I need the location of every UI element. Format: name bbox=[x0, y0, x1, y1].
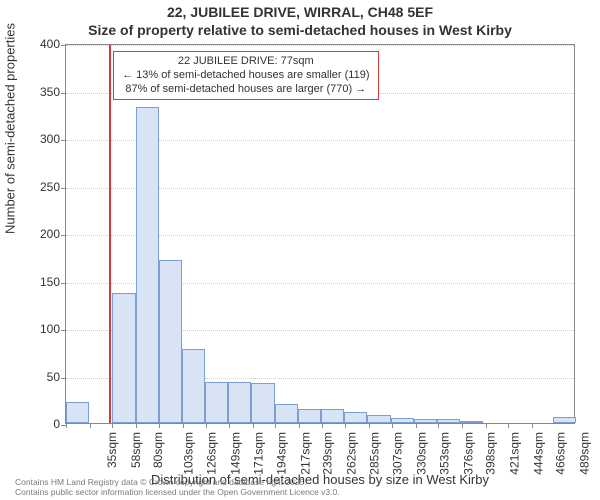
ytick bbox=[61, 140, 66, 141]
marker-line bbox=[109, 45, 111, 423]
histogram-bar bbox=[344, 412, 367, 423]
histogram-bar bbox=[159, 260, 182, 423]
ytick bbox=[61, 45, 66, 46]
ytick bbox=[61, 378, 66, 379]
ytick-label: 350 bbox=[10, 85, 60, 99]
ytick-label: 200 bbox=[10, 227, 60, 241]
xtick bbox=[183, 423, 184, 428]
xtick bbox=[66, 423, 67, 428]
footer: Contains HM Land Registry data © Crown c… bbox=[15, 478, 340, 498]
ytick-label: 300 bbox=[10, 132, 60, 146]
ytick-label: 400 bbox=[10, 37, 60, 51]
histogram-bar bbox=[182, 349, 205, 423]
histogram-bar bbox=[205, 382, 228, 423]
xtick bbox=[532, 423, 533, 428]
xtick-label: 444sqm bbox=[531, 432, 545, 475]
histogram-bar bbox=[437, 419, 460, 423]
histogram-bar bbox=[66, 402, 89, 423]
xtick bbox=[275, 423, 276, 428]
xtick bbox=[229, 423, 230, 428]
xtick-label: 103sqm bbox=[181, 432, 195, 475]
histogram-bar bbox=[391, 418, 414, 423]
xtick-label: 35sqm bbox=[105, 432, 119, 468]
xtick bbox=[416, 423, 417, 428]
xtick bbox=[438, 423, 439, 428]
histogram-bar bbox=[112, 293, 135, 423]
footer-line2: Contains public sector information licen… bbox=[15, 488, 340, 498]
xtick bbox=[322, 423, 323, 428]
xtick bbox=[90, 423, 91, 428]
xtick bbox=[299, 423, 300, 428]
callout-box: 22 JUBILEE DRIVE: 77sqm← 13% of semi-det… bbox=[113, 51, 378, 100]
ytick bbox=[61, 235, 66, 236]
ytick bbox=[61, 93, 66, 94]
histogram-bar bbox=[321, 409, 344, 423]
xtick-label: 194sqm bbox=[275, 432, 289, 475]
xtick-label: 307sqm bbox=[391, 432, 405, 475]
gridline-y bbox=[66, 45, 574, 46]
xtick-label: 80sqm bbox=[151, 432, 165, 468]
histogram-bar bbox=[460, 421, 483, 423]
ytick bbox=[61, 188, 66, 189]
xtick bbox=[508, 423, 509, 428]
xtick bbox=[253, 423, 254, 428]
xtick bbox=[159, 423, 160, 428]
xtick bbox=[486, 423, 487, 428]
callout-larger: 87% of semi-detached houses are larger (… bbox=[122, 83, 369, 97]
xtick bbox=[136, 423, 137, 428]
xtick-label: 58sqm bbox=[129, 432, 143, 468]
xtick bbox=[112, 423, 113, 428]
xtick-label: 353sqm bbox=[438, 432, 452, 475]
xtick-label: 489sqm bbox=[577, 432, 591, 475]
histogram-bar bbox=[251, 383, 274, 423]
xtick-label: 330sqm bbox=[414, 432, 428, 475]
xtick-label: 171sqm bbox=[251, 432, 265, 475]
histogram-bar bbox=[136, 107, 159, 423]
xtick-label: 217sqm bbox=[298, 432, 312, 475]
callout-smaller: ← 13% of semi-detached houses are smalle… bbox=[122, 69, 369, 83]
xtick-label: 376sqm bbox=[461, 432, 475, 475]
histogram-bar bbox=[275, 404, 298, 423]
ytick-label: 0 bbox=[10, 417, 60, 431]
xtick-label: 239sqm bbox=[321, 432, 335, 475]
xtick bbox=[345, 423, 346, 428]
xtick bbox=[392, 423, 393, 428]
xtick-label: 398sqm bbox=[484, 432, 498, 475]
plot-area: 22 JUBILEE DRIVE: 77sqm← 13% of semi-det… bbox=[65, 44, 575, 424]
ytick bbox=[61, 330, 66, 331]
xtick-label: 421sqm bbox=[508, 432, 522, 475]
ytick-label: 250 bbox=[10, 180, 60, 194]
xtick-label: 126sqm bbox=[205, 432, 219, 475]
xtick-label: 285sqm bbox=[368, 432, 382, 475]
xtick bbox=[369, 423, 370, 428]
chart-container: { "titles": { "line1": "22, JUBILEE DRIV… bbox=[0, 0, 600, 500]
y-axis-title: Number of semi-detached properties bbox=[3, 23, 18, 234]
xtick-label: 466sqm bbox=[554, 432, 568, 475]
chart-title-line2: Size of property relative to semi-detach… bbox=[0, 22, 600, 38]
ytick-label: 150 bbox=[10, 275, 60, 289]
ytick bbox=[61, 283, 66, 284]
ytick-label: 100 bbox=[10, 322, 60, 336]
xtick bbox=[206, 423, 207, 428]
ytick-label: 50 bbox=[10, 370, 60, 384]
xtick-label: 149sqm bbox=[229, 432, 243, 475]
histogram-bar bbox=[298, 409, 321, 423]
histogram-bar bbox=[367, 415, 390, 423]
xtick bbox=[462, 423, 463, 428]
callout-title: 22 JUBILEE DRIVE: 77sqm bbox=[122, 55, 369, 69]
histogram-bar bbox=[553, 417, 576, 423]
xtick-label: 262sqm bbox=[345, 432, 359, 475]
chart-title-line1: 22, JUBILEE DRIVE, WIRRAL, CH48 5EF bbox=[0, 4, 600, 20]
histogram-bar bbox=[228, 382, 251, 423]
histogram-bar bbox=[414, 419, 437, 423]
